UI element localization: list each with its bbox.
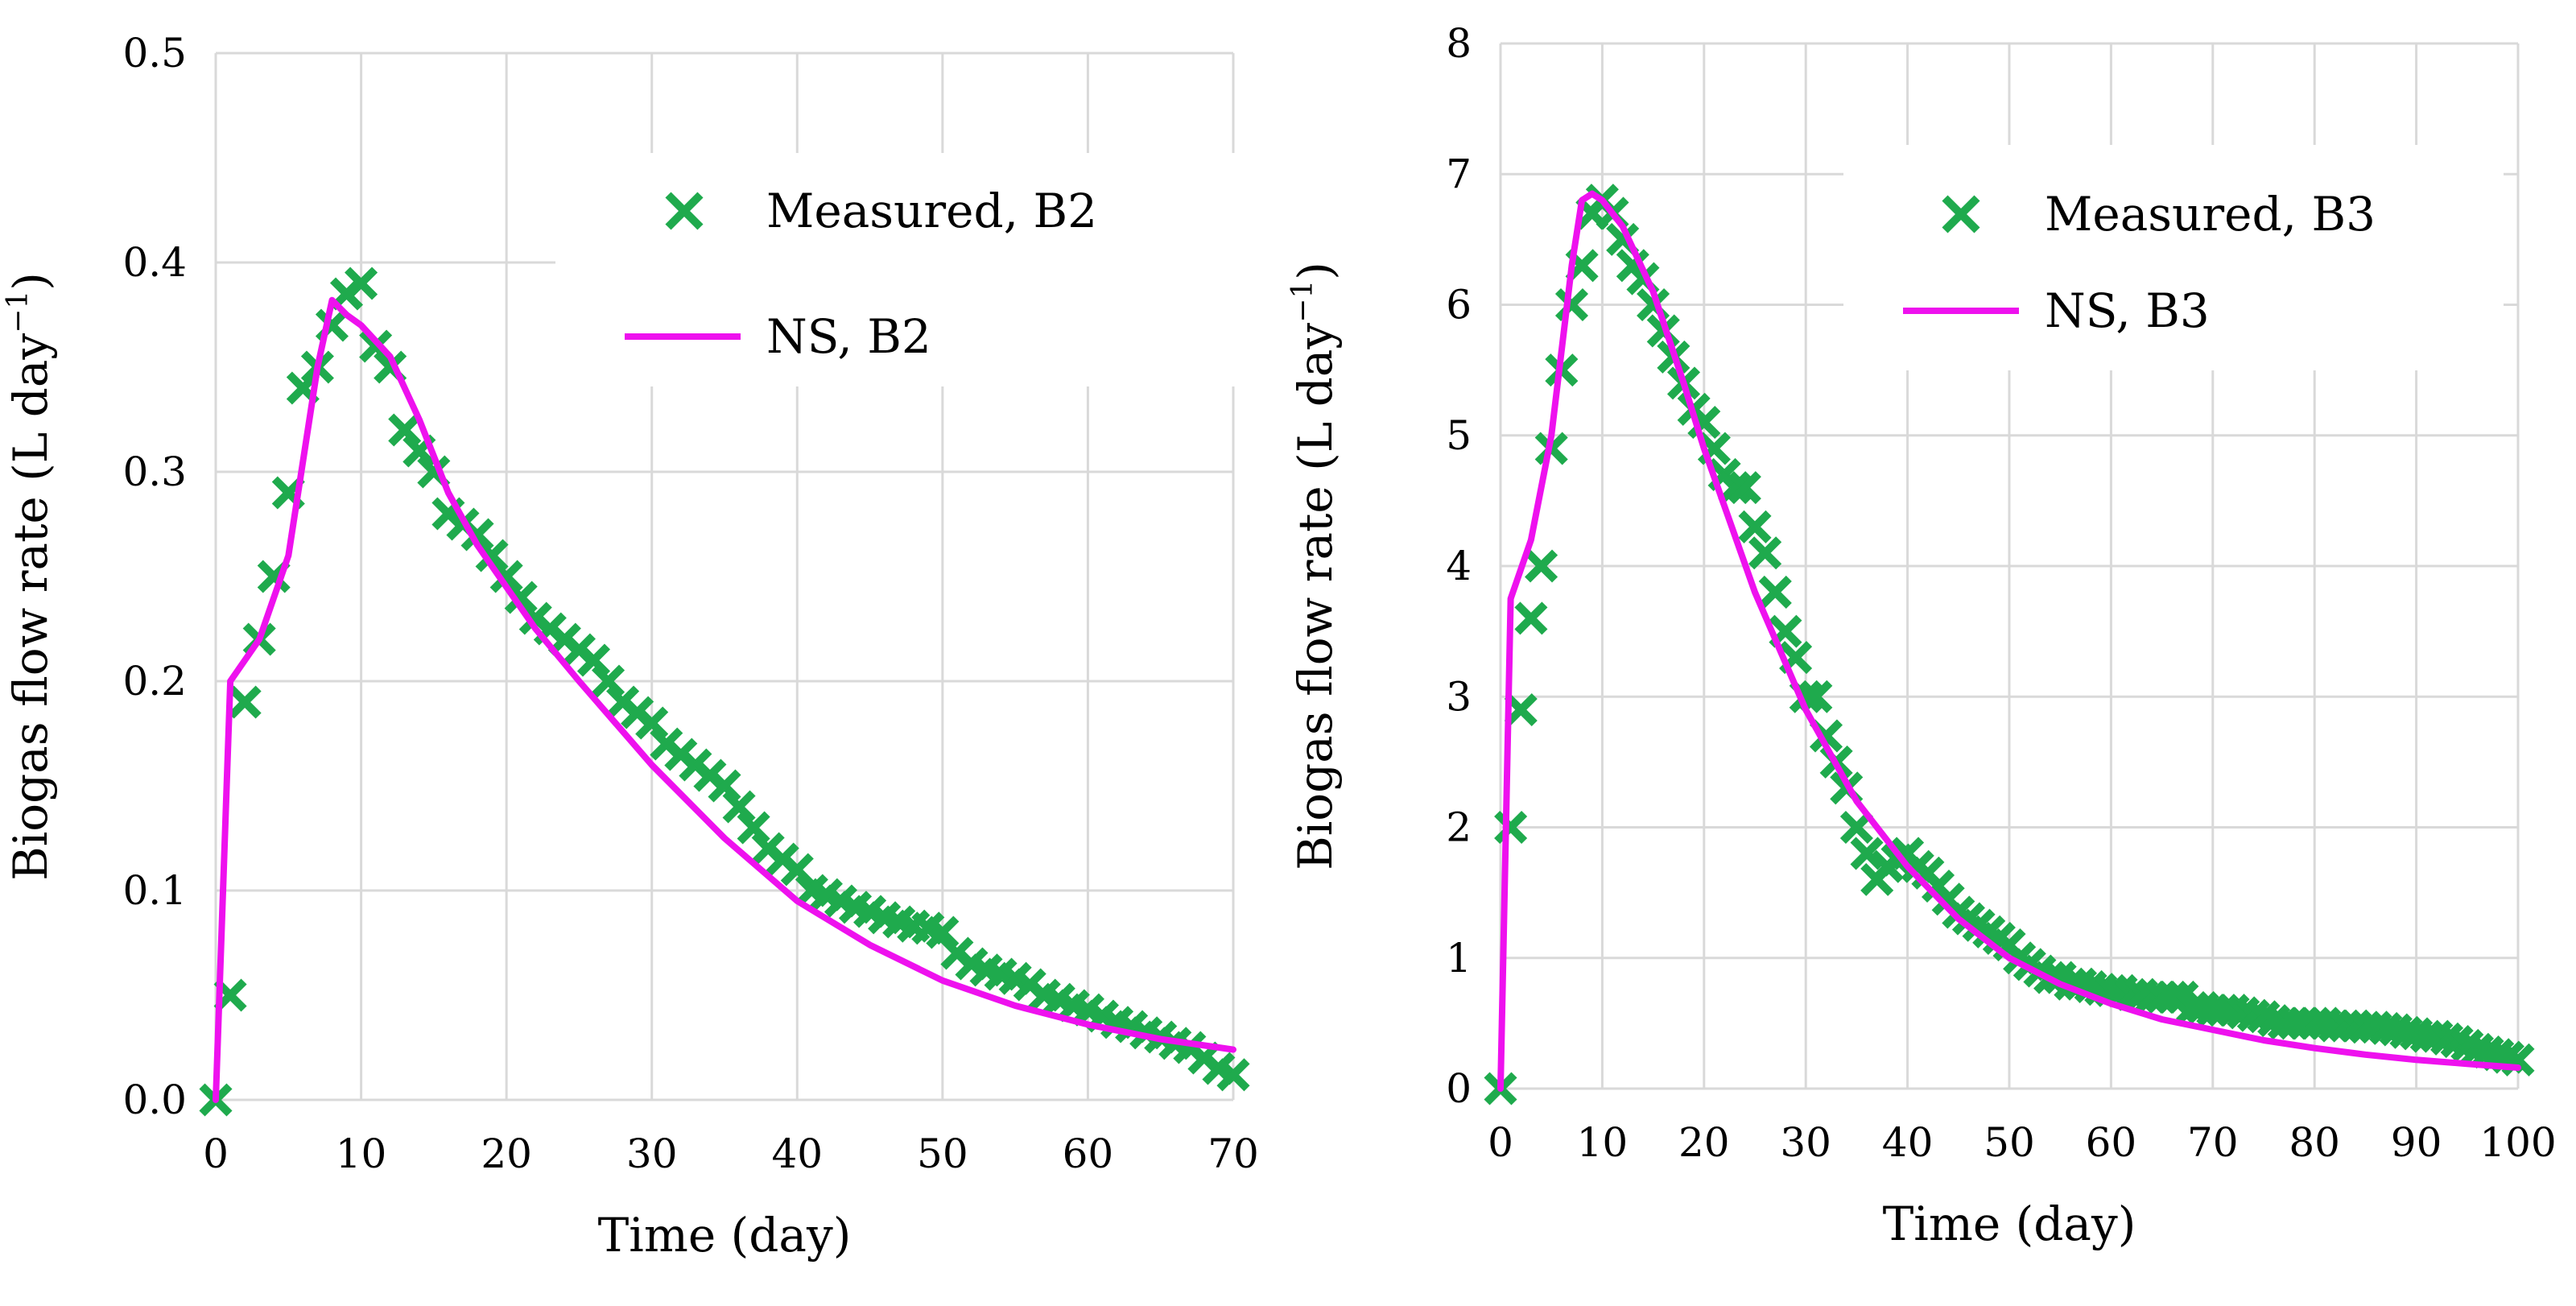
y-tick-label: 0.0	[122, 1077, 187, 1123]
data-point	[2155, 980, 2189, 1014]
data-point	[1738, 510, 1772, 543]
data-point	[1718, 471, 1752, 505]
data-point	[1839, 810, 1873, 845]
data-point	[475, 539, 509, 572]
chart-b3-y-ticks: 0 1 2 3 4 5 6 7 8	[1446, 20, 1472, 1112]
x-tick-label: 0	[1488, 1119, 1513, 1166]
data-point	[1758, 575, 1792, 609]
x-tick-label: 10	[1577, 1119, 1629, 1166]
chart-b3-x-axis-label: Time (day)	[1883, 1196, 2136, 1251]
x-tick-label: 80	[2289, 1119, 2340, 1166]
legend-model-label: NS, B3	[2045, 283, 2210, 338]
legend-x-marker	[665, 192, 704, 230]
y-label-superscript: −1	[1286, 280, 1319, 323]
y-tick-label: 0.4	[122, 239, 187, 286]
x-tick-label: 70	[2187, 1119, 2239, 1166]
y-tick-label: 8	[1446, 20, 1472, 67]
x-tick-label: 90	[2391, 1119, 2442, 1166]
y-tick-label: 2	[1446, 804, 1472, 851]
legend-measured-label: Measured, B2	[766, 184, 1097, 238]
y-tick-label: 4	[1446, 543, 1472, 589]
x-tick-label: 60	[1063, 1130, 1114, 1177]
y-tick-label: 0.5	[122, 30, 187, 76]
chart-b3-x-ticks: 0 10 20 30 40 50 60 70 80 90 100	[1488, 1119, 2557, 1166]
x-tick-label: 50	[1984, 1119, 2035, 1166]
y-tick-label: 1	[1446, 935, 1472, 982]
model-curve	[1497, 190, 2521, 1092]
legend-background	[1843, 145, 2504, 370]
data-point	[926, 915, 960, 949]
legend-measured-marker-icon	[1942, 195, 1980, 234]
legend-background	[555, 153, 1264, 386]
y-tick-label: 0	[1446, 1065, 1472, 1112]
legend-x-marker	[1942, 195, 1980, 234]
data-point	[489, 560, 523, 593]
data-point	[1216, 1058, 1250, 1092]
chart-b3: 0 1 2 3 4 5 6 7 8 0 10 20 30 40 50 60 70 80 90 100 Measure…	[1286, 20, 2557, 1251]
data-point	[592, 664, 625, 698]
x-tick-label: 10	[336, 1130, 387, 1177]
data-point	[576, 643, 611, 677]
x-tick-label: 0	[203, 1130, 229, 1177]
data-point	[504, 581, 538, 614]
chart-b2-x-axis-label: Time (day)	[598, 1208, 852, 1263]
y-tick-label: 7	[1446, 151, 1472, 197]
x-tick-label: 20	[1678, 1119, 1730, 1166]
legend-model-label: NS, B2	[766, 309, 931, 364]
legend-measured-label: Measured, B3	[2045, 187, 2376, 242]
chart-b2-y-axis-label: Biogas flow rate (L day−1)	[2, 272, 58, 881]
data-point	[722, 790, 756, 824]
y-label-main: Biogas flow rate (L day	[1288, 323, 1343, 870]
chart-b2-model-series	[213, 296, 1236, 1103]
chart-b3-legend: Measured, B3 NS, B3	[1843, 145, 2504, 370]
data-point	[1728, 471, 1761, 505]
data-point	[228, 685, 262, 719]
legend-measured-marker-icon	[665, 192, 704, 230]
data-point	[1850, 837, 1884, 870]
x-tick-label: 40	[771, 1130, 823, 1177]
chart-b2-x-ticks: 0 10 20 30 40 50 60 70	[203, 1130, 1259, 1177]
x-tick-label: 60	[2086, 1119, 2137, 1166]
chart-b2-legend: Measured, B2 NS, B2	[555, 153, 1264, 386]
data-point	[1514, 601, 1548, 635]
data-point	[1525, 549, 1558, 583]
y-tick-label: 3	[1446, 673, 1472, 720]
chart-b3-y-axis-label: Biogas flow rate (L day−1)	[1286, 262, 1343, 870]
y-tick-label: 0.3	[122, 448, 187, 495]
model-curve	[213, 296, 1236, 1103]
data-point	[345, 267, 378, 300]
chart-b2: 0.0 0.1 0.2 0.3 0.4 0.5 0 10 20 30 40 50 60 70 Measu…	[2, 30, 1264, 1263]
x-tick-label: 70	[1208, 1130, 1259, 1177]
data-point	[635, 706, 669, 740]
y-tick-label: 5	[1446, 412, 1472, 459]
x-tick-label: 30	[1780, 1119, 1831, 1166]
x-tick-label: 50	[917, 1130, 968, 1177]
data-point	[1554, 287, 1589, 322]
y-label-superscript: −1	[2, 291, 35, 333]
chart-b3-model-series	[1497, 190, 2521, 1092]
x-tick-label: 100	[2479, 1119, 2556, 1166]
data-point	[1494, 810, 1528, 845]
chart-b2-measured-series	[199, 267, 1250, 1117]
y-tick-label: 0.1	[122, 867, 187, 914]
y-tick-label: 6	[1446, 282, 1472, 329]
x-tick-label: 20	[481, 1130, 532, 1177]
y-tick-label: 0.2	[122, 658, 187, 705]
data-point	[1748, 536, 1782, 570]
data-point	[708, 769, 741, 803]
x-tick-label: 40	[1882, 1119, 1934, 1166]
data-point	[388, 413, 422, 447]
data-point	[780, 853, 814, 887]
y-label-main: Biogas flow rate (L day	[3, 333, 58, 881]
y-label-end: )	[3, 272, 58, 291]
x-tick-label: 30	[626, 1130, 678, 1177]
data-point	[737, 811, 770, 845]
y-label-end: )	[1288, 262, 1343, 280]
chart-b2-y-ticks: 0.0 0.1 0.2 0.3 0.4 0.5	[122, 30, 187, 1123]
